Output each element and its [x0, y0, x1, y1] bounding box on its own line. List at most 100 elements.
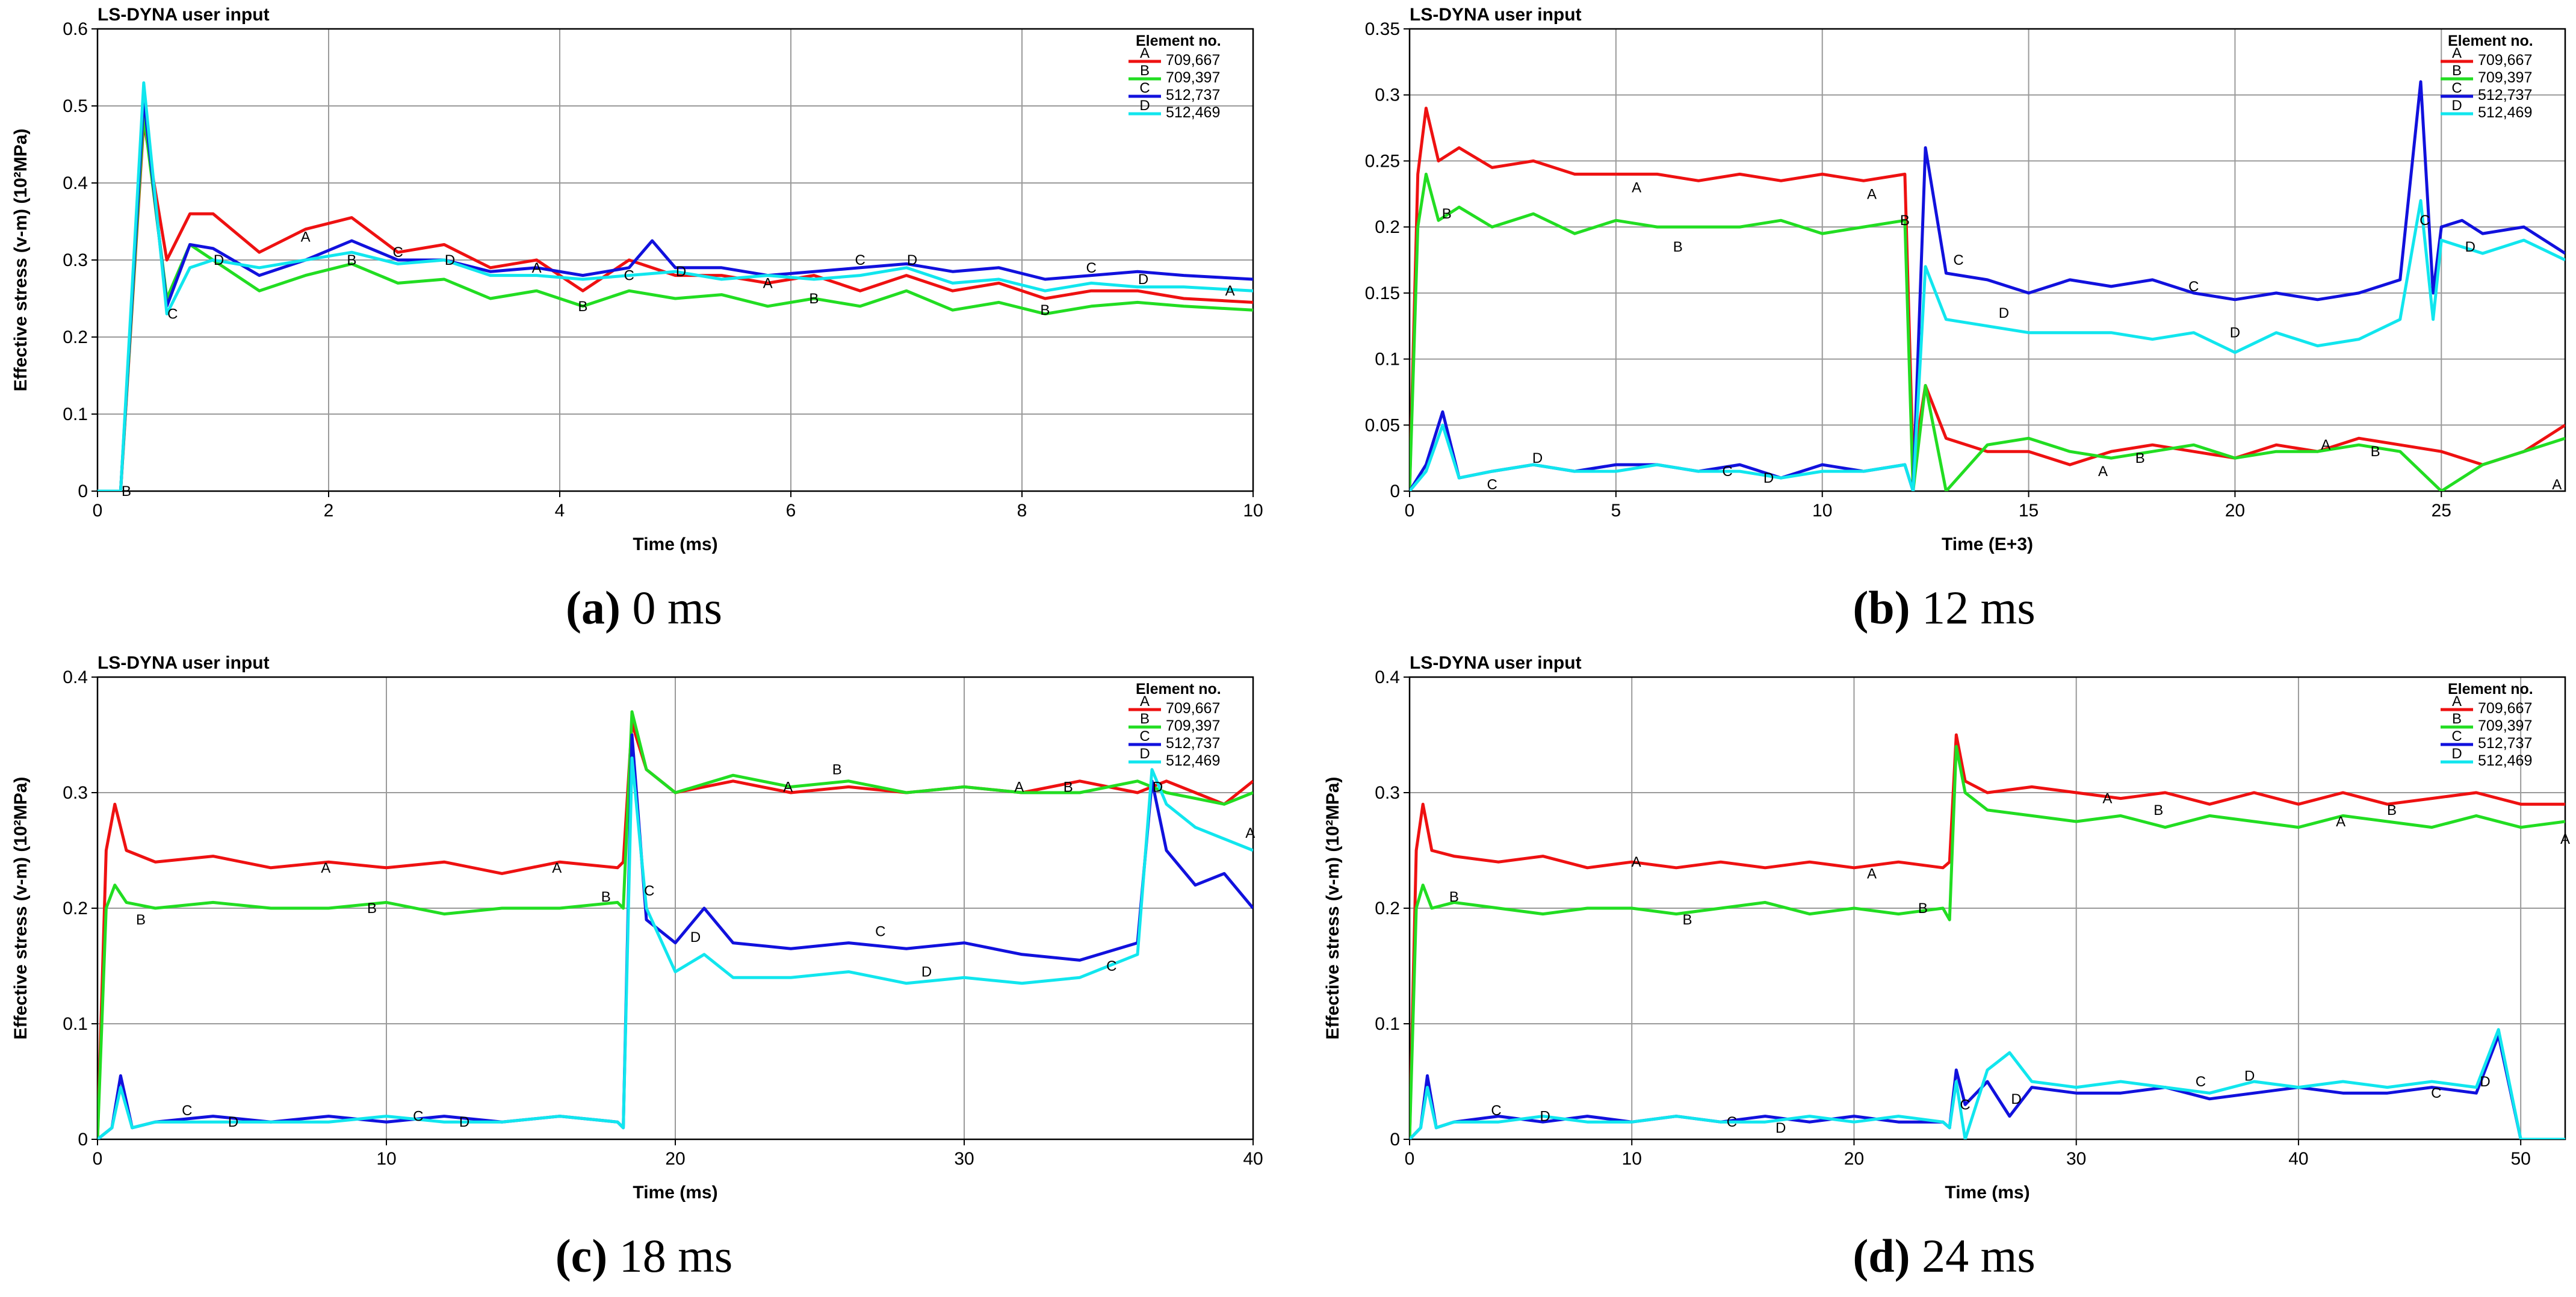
- chart-c-xtick-label: 30: [954, 1149, 974, 1169]
- chart-a-legend-entry-b: 709,397: [1166, 69, 1220, 86]
- chart-a-xtick-label: 6: [786, 501, 796, 521]
- chart-d-series-d-marker: D: [2244, 1068, 2255, 1084]
- chart-a-series-b-marker: B: [122, 483, 131, 500]
- chart-d-xtick-label: 10: [1622, 1149, 1642, 1169]
- chart-d-series-a-marker: A: [1632, 854, 1641, 870]
- chart-a-series-a-marker: A: [532, 260, 542, 276]
- chart-panel-d: LS-DYNA user input 0 10 20 30 40 50 0 0.1 0.2 0.3 0…: [1312, 648, 2576, 1297]
- chart-a-series-b-marker: B: [578, 299, 587, 315]
- chart-b-ytick-label: 0: [1390, 481, 1400, 501]
- chart-a-series-b-line: [98, 112, 1253, 491]
- chart-c-xtick-label: 40: [1243, 1149, 1263, 1169]
- chart-c-legend-marker-d: D: [1139, 746, 1150, 762]
- chart-b-xlabel: Time (E+3): [1942, 534, 2033, 554]
- chart-b-series-c-marker: C: [1722, 463, 1732, 480]
- chart-b-series-d-line: [1410, 199, 2565, 491]
- chart-b-ytick-label: 0.3: [1375, 85, 1400, 105]
- chart-a-legend-marker-b: B: [1140, 63, 1150, 79]
- chart-c-series-a-marker: A: [1245, 825, 1255, 841]
- chart-c-xlabel: Time (ms): [633, 1183, 717, 1203]
- chart-a-ytick-label: 0.4: [63, 173, 88, 193]
- chart-d-ytick-label: 0: [1390, 1130, 1400, 1150]
- chart-a-ylabel: Effective stress (v-m) (10²MPa): [11, 129, 31, 392]
- chart-c-xtick-label: 0: [93, 1149, 103, 1169]
- chart-b-series-b-marker: B: [1442, 206, 1452, 222]
- chart-a-series-d-marker: D: [676, 264, 686, 280]
- chart-c-legend-marker-a: A: [1140, 693, 1150, 710]
- chart-c-series-a-marker: A: [1014, 779, 1024, 795]
- chart-d-series-a-marker: A: [1867, 865, 1877, 882]
- chart-a-legend-entry-a: 709,667: [1166, 52, 1220, 69]
- chart-d-series-b-marker: B: [1449, 889, 1459, 905]
- chart-c-ytick-label: 0.4: [63, 667, 88, 687]
- chart-b-plot-frame: [1408, 28, 2566, 492]
- chart-a-series-c-marker: C: [1086, 260, 1097, 276]
- chart-d-ytick-label: 0.2: [1375, 899, 1400, 918]
- chart-c-series-b-marker: B: [601, 889, 611, 905]
- chart-c-legend-entry-c: 512,737: [1166, 735, 1220, 752]
- chart-a-ytick-label: 0.6: [63, 19, 88, 39]
- chart-b-legend-marker-c: C: [2451, 80, 2462, 96]
- chart-d-title: LS-DYNA user input: [1410, 653, 1582, 673]
- chart-d-xtick-label: 0: [1405, 1149, 1415, 1169]
- chart-c-series-d-marker: D: [921, 964, 932, 980]
- chart-d-legend-entry-d: 512,469: [2478, 752, 2532, 769]
- chart-b-legend-marker-d: D: [2451, 98, 2462, 114]
- chart-c-legend-entry-b: 709,397: [1166, 717, 1220, 734]
- chart-b: LS-DYNA user input 0 5 10 15 20 25 0 0.05 0.1 0.15…: [1365, 5, 2566, 554]
- chart-c-legend-marker-b: B: [1140, 711, 1150, 727]
- chart-b-series-c-marker: C: [2188, 279, 2199, 295]
- chart-c-ytick-label: 0: [78, 1130, 88, 1150]
- chart-a-legend-marker-c: C: [1139, 80, 1150, 96]
- chart-d-series-a-line: [1410, 733, 2565, 1139]
- chart-d-series-c-marker: C: [1491, 1103, 1501, 1119]
- chart-d-ytick-label: 0.4: [1375, 667, 1400, 687]
- chart-a-series-b-marker: B: [347, 252, 356, 268]
- chart-a-legend-entry-d: 512,469: [1166, 104, 1220, 121]
- chart-c-series-d-line: [98, 756, 1253, 1139]
- chart-d-xlabel: Time (ms): [1945, 1183, 2030, 1203]
- chart-b-xtick-label: 5: [1611, 501, 1621, 521]
- chart-a-title: LS-DYNA user input: [98, 5, 270, 25]
- chart-d-series-c-line: [1410, 1033, 2565, 1139]
- chart-c-series-c-marker: C: [413, 1109, 423, 1125]
- caption-b-text: 12 ms: [1922, 581, 2036, 634]
- chart-d-xtick-label: 30: [2066, 1149, 2086, 1169]
- chart-a-series-c-line: [98, 96, 1253, 491]
- chart-a-series-b-marker: B: [809, 291, 819, 307]
- chart-b-xtick-label: 25: [2432, 501, 2451, 521]
- chart-b-ytick-label: 0.25: [1365, 151, 1400, 171]
- chart-b-legend-title: Element no.: [2448, 33, 2533, 49]
- chart-b-legend-entry-b: 709,397: [2478, 69, 2532, 86]
- chart-d: LS-DYNA user input 0 10 20 30 40 50 0 0.1 0.2 0.3 0…: [1323, 653, 2570, 1203]
- chart-b-series-b-marker: B: [2371, 444, 2380, 460]
- chart-b-series-a-marker: A: [2552, 477, 2562, 493]
- chart-d-series-c-marker: C: [1727, 1114, 1737, 1130]
- chart-d-ytick-label: 0.1: [1375, 1014, 1400, 1034]
- caption-c-label: (c): [555, 1230, 608, 1282]
- chart-d-legend-entry-c: 512,737: [2478, 735, 2532, 752]
- chart-c-series-c-marker: C: [1106, 958, 1116, 974]
- caption-a-label: (a): [566, 581, 621, 634]
- chart-b-series-a-marker: A: [1632, 179, 1641, 196]
- chart-a-legend-entry-c: 512,737: [1166, 87, 1220, 104]
- chart-c-legend-entry-a: 709,667: [1166, 700, 1220, 717]
- chart-b-ytick-label: 0.2: [1375, 217, 1400, 237]
- chart-c-series-b-marker: B: [367, 900, 377, 917]
- chart-a-series-c-marker: C: [393, 244, 403, 261]
- chart-b-ytick-label: 0.1: [1375, 350, 1400, 370]
- chart-b-ytick-label: 0.15: [1365, 283, 1400, 303]
- chart-b-xtick-label: 15: [2019, 501, 2039, 521]
- chart-c-series-b-marker: B: [1064, 779, 1073, 795]
- chart-a-xlabel: Time (ms): [633, 534, 717, 554]
- chart-a-legend-marker-a: A: [1140, 45, 1150, 61]
- chart-b-xtick-label: 20: [2225, 501, 2245, 521]
- chart-panel-b: LS-DYNA user input 0 5 10 15 20 25 0 0.05 0.1 0.15…: [1312, 0, 2576, 648]
- chart-c-legend-title: Element no.: [1136, 681, 1221, 698]
- chart-c-series-d-marker: D: [459, 1114, 469, 1130]
- chart-b-series-d-marker: D: [1763, 470, 1774, 486]
- chart-c-ylabel: Effective stress (v-m) (10²MPa): [11, 777, 31, 1040]
- chart-b-series-d-marker: D: [2230, 325, 2240, 341]
- chart-c-ytick-label: 0.3: [63, 783, 88, 803]
- chart-d-legend-title: Element no.: [2448, 681, 2533, 698]
